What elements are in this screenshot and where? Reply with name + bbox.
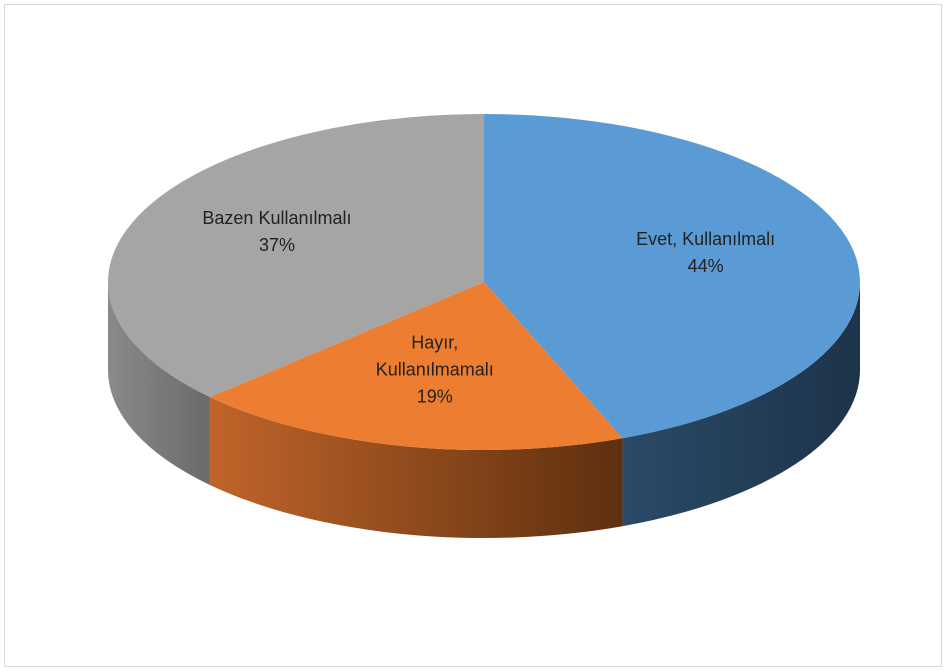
category-label: Hayır, Kullanılmamalı [375, 332, 494, 380]
slice-side [108, 282, 210, 486]
chart-frame [4, 4, 942, 667]
category-label: Evet, Kullanılmalı [636, 229, 776, 250]
value-label: 19% [416, 386, 453, 407]
data-label: Bazen Kullanılmalı 37% [202, 205, 352, 259]
slice-side [209, 397, 623, 538]
data-label: Evet, Kullanılmalı 44% [631, 226, 781, 280]
category-label: Bazen Kullanılmalı [202, 207, 352, 228]
slice [484, 114, 860, 439]
data-label: Hayır, Kullanılmamalı 19% [360, 330, 510, 411]
value-label: 44% [687, 256, 724, 277]
slice [209, 282, 623, 450]
slice-side [622, 282, 860, 527]
slice [107, 114, 484, 398]
value-label: 37% [258, 234, 295, 255]
